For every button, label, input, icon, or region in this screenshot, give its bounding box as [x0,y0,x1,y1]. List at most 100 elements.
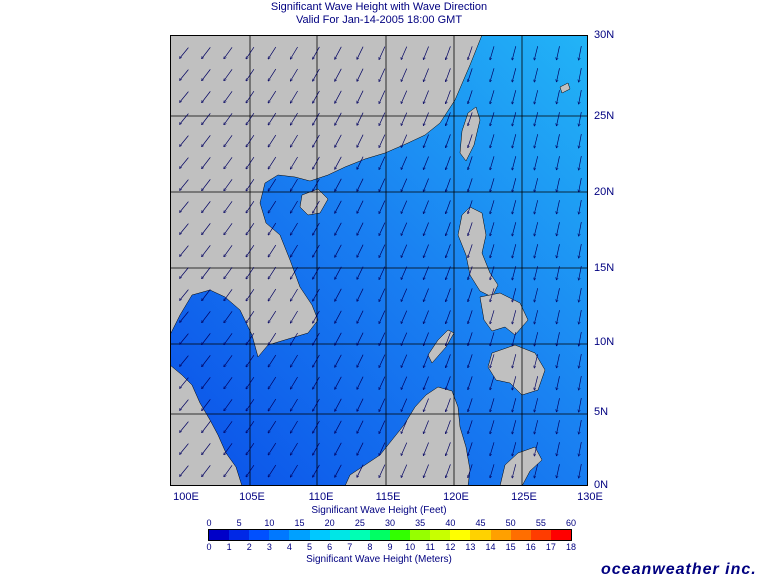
color-bin-3 [269,530,290,540]
wave-arrow [224,311,233,322]
wave-arrow [335,464,342,477]
wave-arrow [357,420,364,434]
feet-tick: 20 [324,518,335,528]
wave-arrow [246,443,255,455]
wave-arrow [401,222,408,236]
wave-arrow [490,288,495,301]
wave-arrow [423,376,429,390]
wave-arrow [468,134,473,147]
wave-arrow [401,266,408,280]
wave-arrow [468,266,473,279]
wave-arrow [313,178,320,191]
feet-tick: 40 [445,518,456,528]
wave-arrow [313,46,320,59]
wave-arrow [534,288,539,302]
feet-tick: 10 [264,518,275,528]
wave-arrow [468,200,473,213]
wave-arrow [224,223,233,234]
wave-arrow [534,398,539,412]
wave-arrow [401,68,408,82]
wave-arrow [423,200,429,214]
wave-arrow [534,244,539,258]
wave-arrow [534,222,539,236]
wave-arrow [490,178,495,191]
wave-arrow [180,113,189,125]
wave-arrow [379,354,386,368]
meter-tick: 6 [327,542,333,552]
wave-arrow [268,178,277,191]
wave-arrow [379,156,386,170]
wave-arrow [224,179,233,190]
wave-arrow [446,332,451,345]
wave-arrow [268,288,277,301]
meter-tick: 18 [565,542,577,552]
wave-arrow [357,46,364,60]
lon-label-100e: 100E [173,491,199,503]
wave-arrow [357,398,364,412]
wave-arrow [246,399,255,411]
wave-arrow [357,244,364,258]
color-bin-12 [450,530,471,540]
feet-tick: 50 [505,518,516,528]
lat-label-5n: 5N [594,406,609,418]
wave-arrow [579,156,582,170]
wave-height-map [170,35,588,486]
lon-label-110e: 110E [308,491,334,503]
wave-arrow [446,376,451,389]
wave-arrow [446,420,451,433]
wave-arrow [224,289,233,300]
color-bin-1 [229,530,250,540]
wave-arrow [468,90,473,103]
wave-arrow [512,178,517,192]
wave-arrow [246,91,255,103]
wave-arrow [490,266,495,279]
wave-arrow [246,47,255,59]
color-scale-bar [208,529,572,541]
wave-arrow [290,376,298,389]
wave-arrow [446,68,451,81]
feet-tick: 5 [236,518,242,528]
wave-arrow [490,398,495,411]
color-bin-14 [490,530,511,540]
wave-arrow [246,157,255,169]
wave-arrow [313,200,320,213]
wave-arrow [246,465,255,477]
taiwan [459,106,481,162]
wave-arrow [423,222,429,236]
color-bin-10 [410,530,431,540]
wave-arrow [313,156,320,169]
wave-arrow [202,377,211,388]
color-bin-6 [329,530,350,540]
meter-tick: 4 [286,542,292,552]
wave-arrow [180,69,189,81]
wave-arrow [202,223,211,234]
wave-arrow [180,157,189,169]
meter-tick: 15 [505,542,516,552]
wave-arrow [246,267,255,279]
wave-arrow [335,244,342,257]
wave-arrow [534,200,539,214]
wave-arrow [202,333,211,344]
lon-label-120e: 120E [443,491,469,503]
wave-arrow [557,332,560,346]
wave-arrow [357,178,364,192]
wave-arrow [401,464,408,478]
wave-arrow [180,421,189,433]
wave-arrow [335,288,342,301]
wave-arrow [446,156,451,169]
wave-arrow [512,266,517,280]
wave-arrow [579,244,582,258]
meters-scale-title: Significant Wave Height (Meters) [306,554,452,565]
wave-arrow [468,420,473,433]
meter-tick: 8 [367,542,373,552]
wave-arrow [268,266,277,279]
wave-arrow [490,332,495,345]
wave-arrow [268,376,277,389]
wave-arrow [534,178,539,192]
meter-tick: 0 [206,542,212,552]
wave-arrow [446,200,451,213]
wave-arrow [202,421,211,432]
wave-arrow [290,90,298,103]
meter-tick: 5 [307,542,313,552]
meter-tick: 11 [425,542,435,552]
